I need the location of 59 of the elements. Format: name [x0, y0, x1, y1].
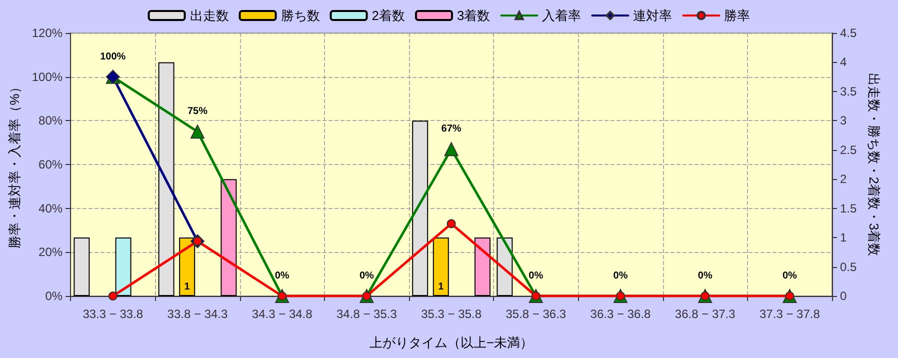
bar: [158, 62, 174, 296]
data-label: 75%: [187, 106, 208, 118]
legend-label: 出走数: [190, 8, 229, 23]
x-tick-label: 35.8 − 36.3: [506, 307, 566, 321]
y2-tick-label: 1.5: [840, 201, 858, 216]
y2-tick-label: 4: [840, 55, 847, 70]
x-tick-label: 33.3 − 33.8: [82, 307, 144, 321]
data-label: 1: [438, 282, 444, 292]
legend-label: 連対率: [633, 8, 672, 23]
y-tick-label: 0%: [45, 289, 63, 303]
legend-label: 入着率: [542, 8, 582, 23]
bar: [115, 238, 132, 296]
data-label: 0%: [782, 270, 798, 282]
y2-tick-label: 0.5: [840, 260, 858, 274]
y-tick-label: 80%: [38, 114, 63, 128]
y2-tick-label: 2.5: [840, 142, 858, 157]
y-axis-title: 勝率・連対率・入着率（%）: [7, 80, 22, 248]
y-tick-label: 100%: [32, 70, 63, 84]
bar: [432, 238, 449, 296]
y-tick-label: 40%: [38, 201, 63, 216]
data-label: 0%: [528, 270, 544, 282]
point: [108, 292, 118, 300]
x-tick-label: 34.3 − 34.8: [252, 307, 313, 321]
data-label: 67%: [441, 124, 462, 135]
legend-label: 2着数: [372, 8, 406, 23]
legend-label: 3着数: [457, 8, 490, 23]
y2-axis-title: 出走数・勝ち数・2着数・3着数: [866, 72, 882, 256]
y2-tick-label: 1: [840, 230, 847, 245]
x-tick-label: 37.3 − 37.8: [760, 307, 820, 321]
x-tick-label: 34.8 − 35.3: [336, 307, 398, 321]
x-tick-label: 36.3 − 36.8: [590, 307, 652, 321]
data-label: 1: [184, 282, 190, 292]
bar: [474, 238, 490, 296]
y2-tick-label: 3.5: [840, 84, 858, 98]
bar: [412, 120, 428, 296]
bar: [220, 179, 237, 296]
x-tick-label: 35.3 − 35.8: [421, 307, 482, 321]
y2-tick-label: 2: [840, 172, 847, 186]
legend-label: 勝率: [724, 8, 750, 23]
y2-tick-label: 0: [840, 289, 847, 303]
x-axis-title: 上がりタイム（以上−未満）: [370, 335, 534, 350]
y2-tick-label: 4.5: [840, 26, 858, 40]
x-tick-label: 36.8 − 37.3: [674, 307, 736, 321]
y-tick-label: 20%: [38, 245, 63, 260]
data-label: 0%: [698, 270, 712, 282]
y2-tick-label: 3: [840, 114, 847, 128]
bar: [74, 238, 90, 296]
point: [444, 142, 458, 156]
y-tick-label: 120%: [32, 26, 63, 40]
y-tick-label: 60%: [38, 158, 63, 172]
legend-label: 勝ち数: [280, 8, 320, 23]
bar: [179, 238, 196, 296]
data-label: 0%: [274, 270, 290, 282]
data-label: 100%: [100, 51, 126, 62]
x-tick-label: 33.8 − 34.3: [167, 307, 228, 321]
point: [446, 219, 456, 228]
data-label: 0%: [359, 270, 374, 282]
data-label: 0%: [613, 270, 628, 282]
point: [190, 124, 204, 139]
